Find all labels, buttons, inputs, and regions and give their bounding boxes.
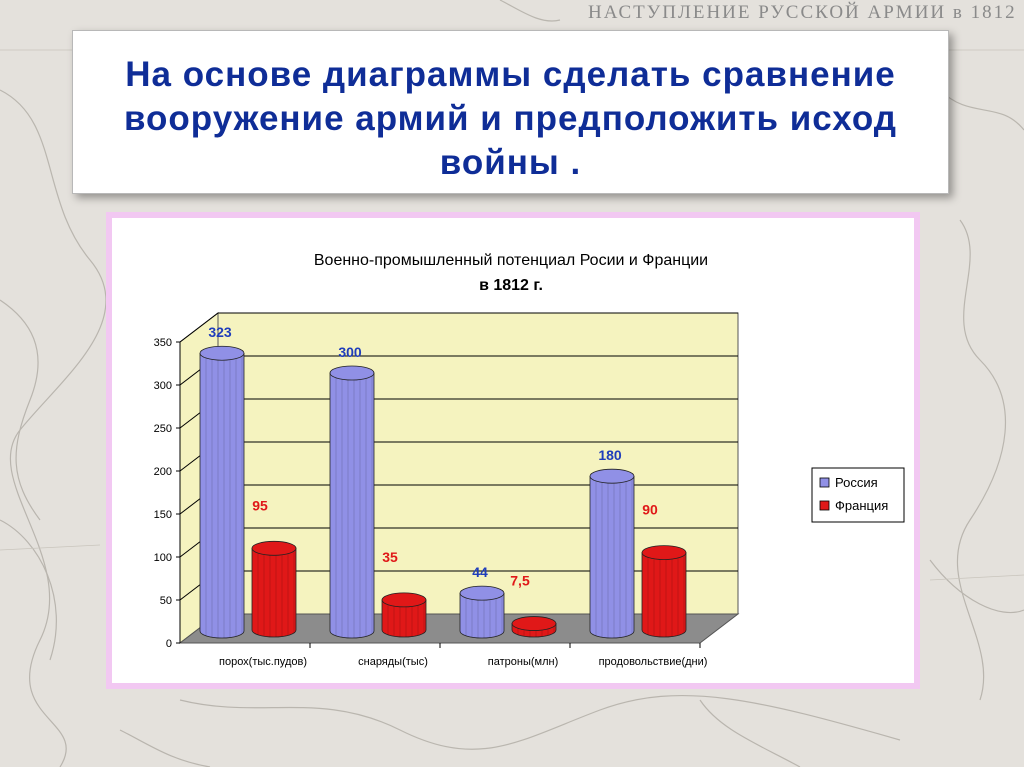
legend-swatch-france: [819, 500, 830, 511]
x-tick-label: патроны(млн): [488, 656, 558, 668]
bar-body: [589, 475, 635, 639]
data-label: 44: [472, 564, 488, 580]
y-tick-label: 50: [160, 595, 172, 607]
slide-title: На основе диаграммы сделать сравнение во…: [123, 55, 898, 182]
bar-top: [251, 540, 297, 556]
x-tick-label: продовольствие(дни): [599, 656, 708, 668]
bar-france: [381, 592, 427, 638]
y-tick-label: 300: [154, 380, 172, 392]
y-tick-label: 0: [166, 638, 172, 650]
legend-label-russia: Россия: [835, 475, 878, 490]
title-box: На основе диаграммы сделать сравнение во…: [72, 30, 949, 194]
bar-russia: [589, 468, 635, 639]
y-tick-label: 350: [154, 337, 172, 349]
bar-top: [459, 585, 505, 601]
bar-body: [199, 352, 245, 639]
bar-russia: [329, 365, 375, 639]
bar-top: [381, 592, 427, 608]
bar-russia: [459, 585, 505, 639]
x-tick-label: порох(тыс.пудов): [219, 656, 307, 668]
bar-body: [641, 552, 687, 638]
y-tick-label: 150: [154, 509, 172, 521]
data-label: 7,5: [510, 573, 530, 589]
bar-france: [511, 616, 557, 638]
data-label: 180: [598, 447, 622, 463]
chart: Военно-промышленный потенциал Росии и Фр…: [154, 252, 905, 668]
bar-body: [251, 547, 297, 638]
bar-body: [459, 592, 505, 639]
plot-area: 0 50 100 150 200 250 300 350 порох(тыс.пудов) 323…: [154, 311, 740, 668]
bar-top: [329, 365, 375, 381]
legend-box: [811, 467, 905, 523]
bar-france: [641, 545, 687, 638]
data-label: 300: [338, 344, 362, 360]
chart-title: Военно-промышленный потенциал Росии и Фр…: [314, 252, 708, 269]
bar-france: [251, 540, 297, 638]
y-tick-label: 250: [154, 423, 172, 435]
data-label: 323: [208, 324, 232, 340]
chart-subtitle: в 1812 г.: [479, 277, 543, 294]
data-label: 90: [642, 502, 658, 518]
bar-top: [589, 468, 635, 484]
bar-top: [641, 545, 687, 561]
legend: Россия Франция: [811, 467, 905, 523]
chart-frame: Военно-промышленный потенциал Росии и Фр…: [106, 212, 920, 689]
bar-top: [511, 616, 557, 631]
bar-russia: [199, 345, 245, 639]
legend-label-france: Франция: [835, 498, 888, 513]
gridline: [179, 312, 738, 343]
data-label: 95: [252, 497, 268, 513]
bar-body: [381, 599, 427, 638]
y-tick-label: 100: [154, 552, 172, 564]
x-tick-label: снаряды(тыс): [358, 656, 428, 668]
bar-body: [329, 372, 375, 639]
legend-swatch-russia: [819, 477, 830, 488]
bar-top: [199, 345, 245, 361]
data-label: 35: [382, 549, 398, 565]
y-tick-label: 200: [154, 466, 172, 478]
